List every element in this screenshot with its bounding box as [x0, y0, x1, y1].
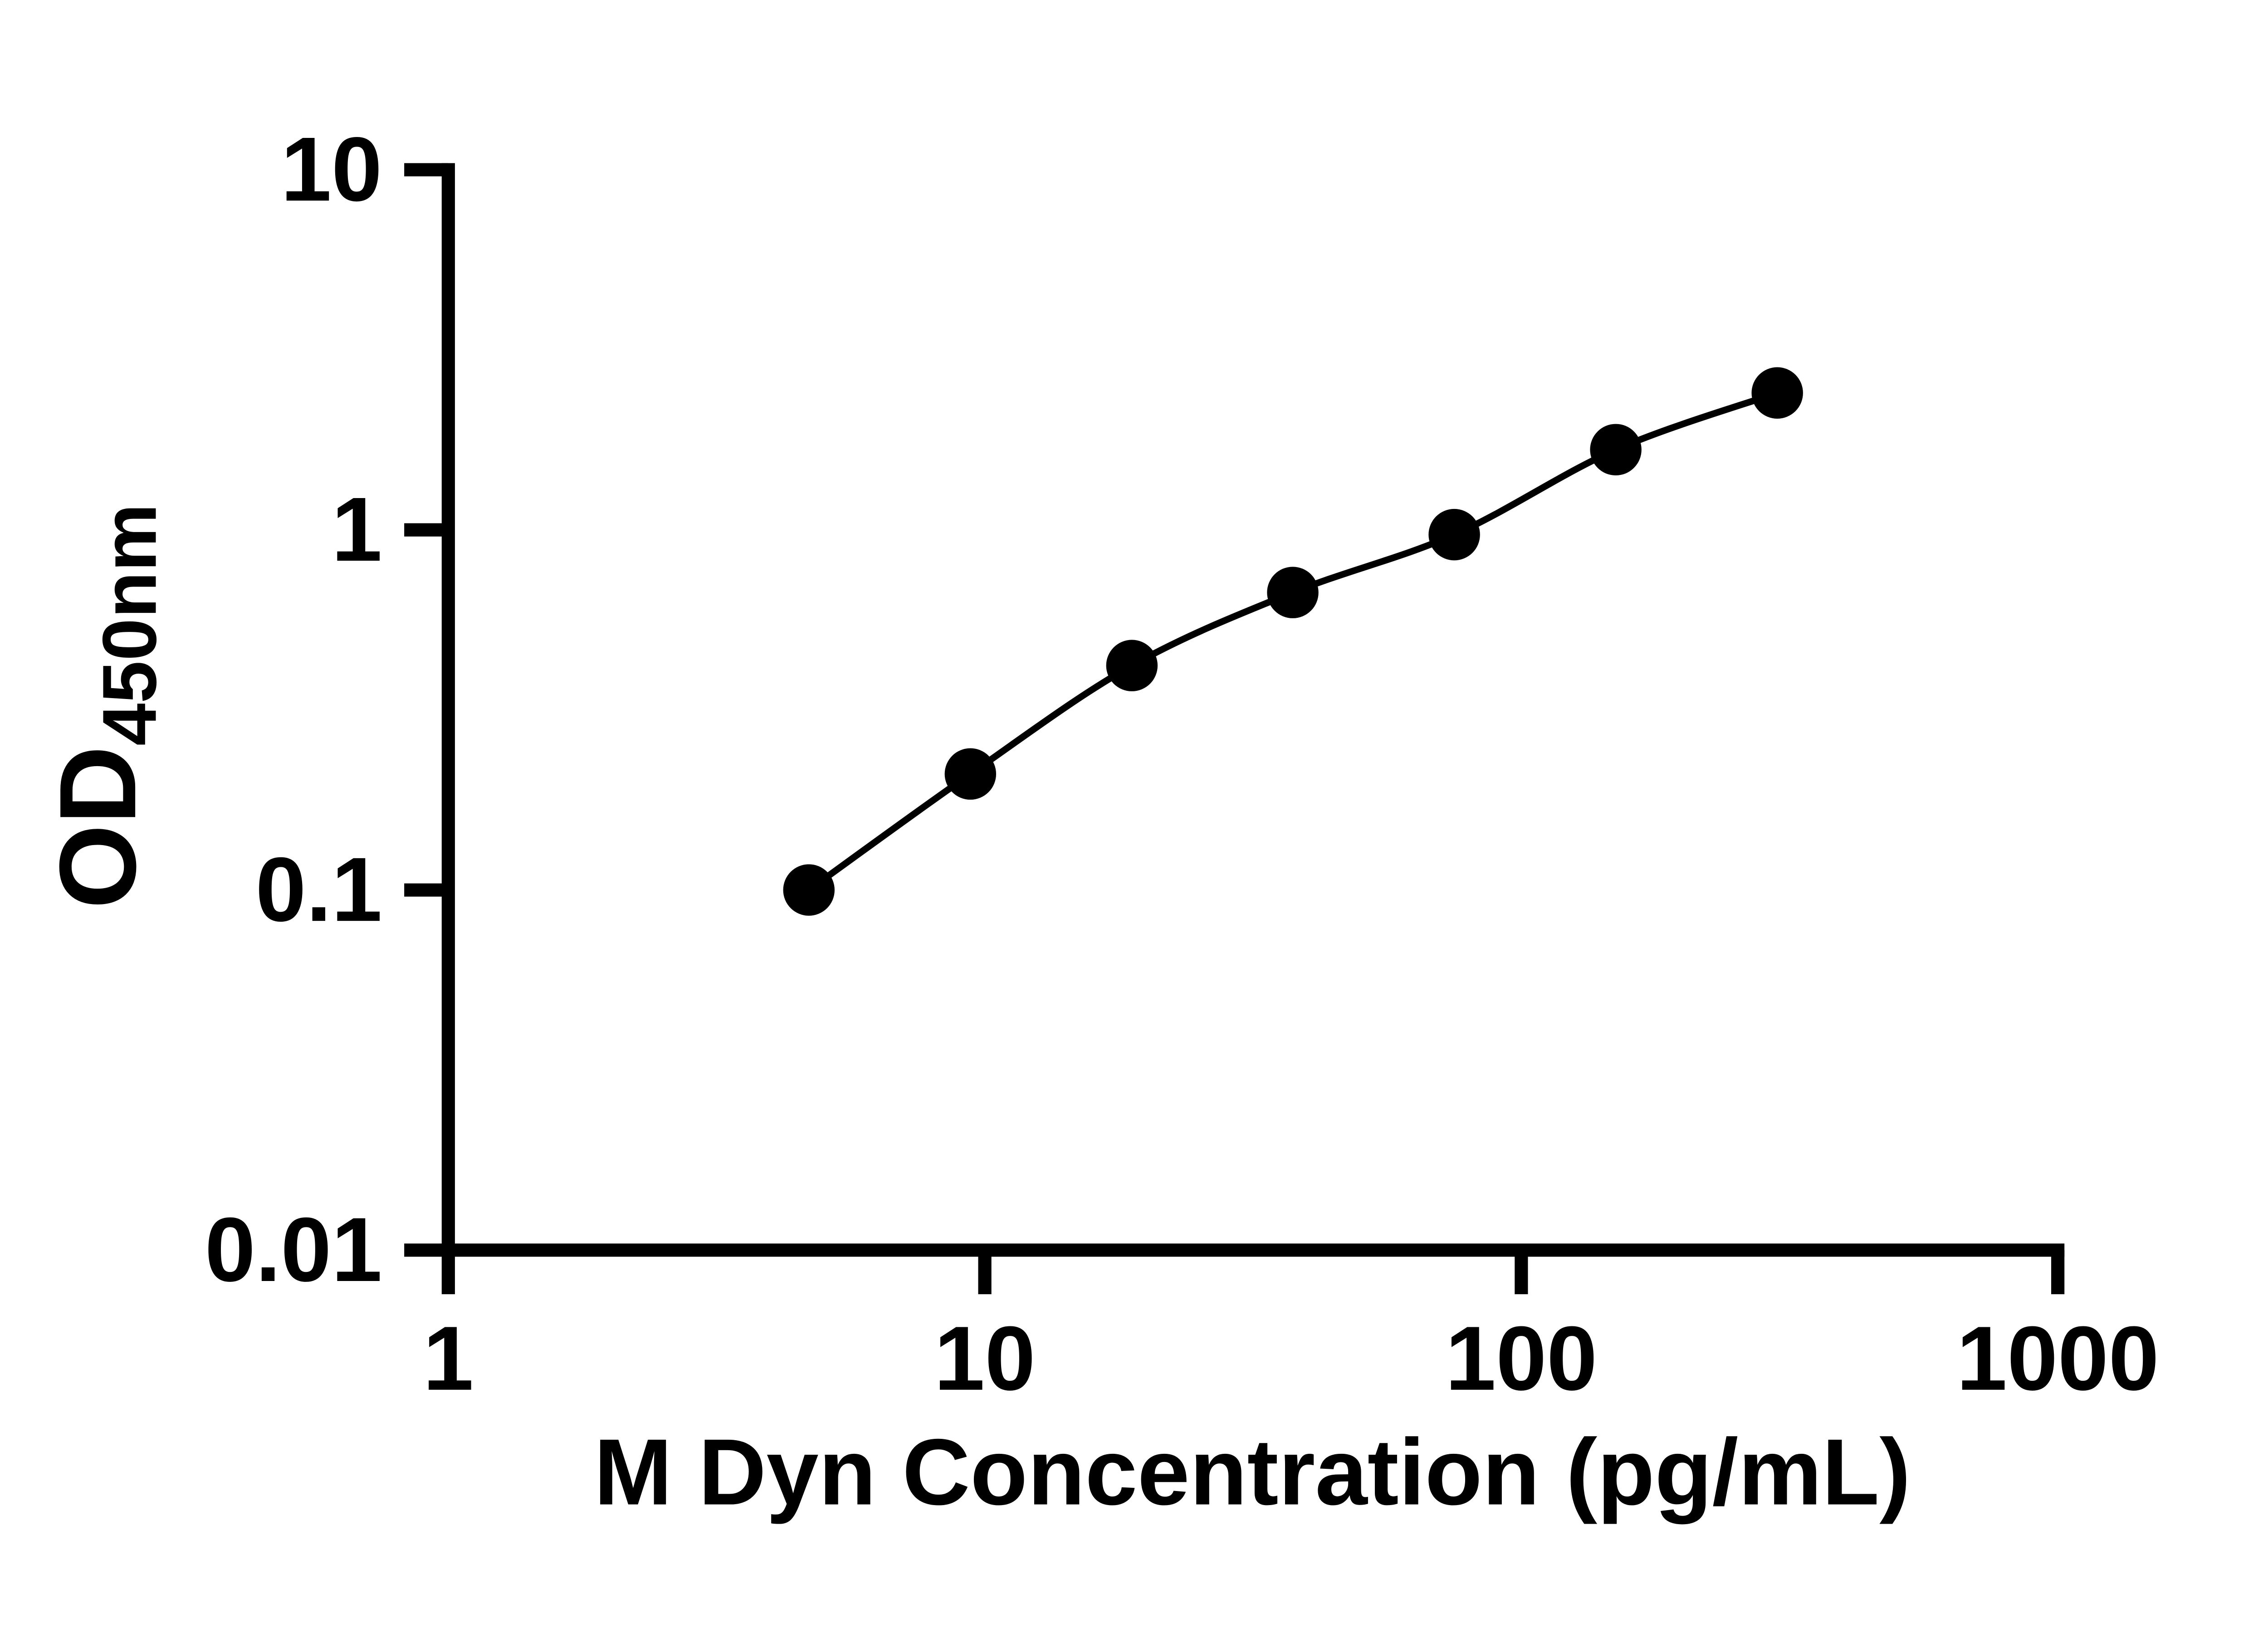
y-axis-title: OD450nm — [37, 504, 172, 909]
data-point — [1590, 424, 1642, 476]
data-point — [1267, 567, 1319, 618]
data-point — [944, 748, 997, 800]
y-axis-title-sub: 450nm — [86, 504, 172, 746]
x-axis-tick-label: 1000 — [1956, 1307, 2159, 1409]
y-axis-tick-label: 0.1 — [255, 838, 382, 940]
y-axis-tick-label: 0.01 — [205, 1198, 382, 1301]
axis-lines — [441, 163, 2065, 1257]
y-axis-tick-label: 10 — [281, 118, 382, 220]
x-axis-tick-label: 1 — [423, 1307, 474, 1409]
x-axis-title: M Dyn Concentration (pg/mL) — [594, 1419, 1911, 1525]
axes-group: 1 10 100 1000 0.01 0.1 1 10 — [205, 118, 2160, 1409]
data-point — [783, 864, 835, 916]
data-point — [1106, 640, 1158, 691]
x-axis-tick-label: 100 — [1445, 1307, 1597, 1409]
data-point — [1428, 508, 1480, 561]
data-point — [1751, 367, 1803, 419]
x-axis-tick-label: 10 — [934, 1307, 1035, 1409]
series-group — [783, 367, 1803, 916]
y-axis-tick-label: 1 — [332, 478, 382, 580]
y-axis-title-main: OD — [37, 746, 158, 909]
